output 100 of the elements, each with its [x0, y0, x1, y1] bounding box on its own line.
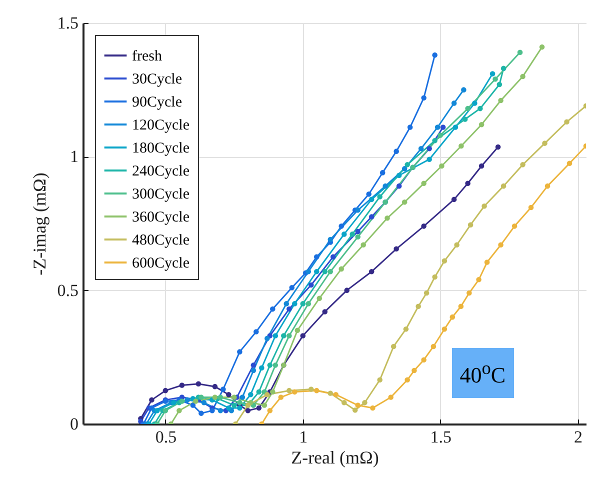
point — [520, 74, 526, 80]
point — [281, 333, 286, 338]
point — [355, 402, 361, 408]
point — [421, 224, 426, 229]
point — [344, 288, 350, 293]
point — [564, 119, 570, 125]
y-tick-label: 1.5 — [57, 14, 78, 32]
point — [308, 386, 314, 392]
point — [418, 146, 424, 152]
point — [432, 138, 438, 144]
point — [451, 100, 457, 106]
point — [256, 389, 262, 395]
y-tick-label: 0 — [70, 414, 78, 434]
point — [402, 166, 408, 172]
point — [300, 301, 306, 306]
point — [476, 277, 482, 282]
legend-label: 30Cycle — [132, 72, 182, 88]
point — [355, 228, 361, 234]
point — [294, 328, 300, 334]
x-tick-label: 0.5 — [155, 428, 177, 446]
point — [314, 254, 320, 260]
point — [245, 408, 251, 414]
point — [458, 143, 464, 149]
point — [272, 333, 278, 338]
x-tick-label: 1.5 — [430, 428, 452, 446]
y-tick-label: 0.5 — [57, 280, 78, 300]
point — [212, 384, 218, 390]
point — [421, 95, 426, 100]
legend-label: 480Cycle — [132, 232, 190, 248]
point — [154, 408, 160, 414]
point — [292, 301, 298, 306]
point — [250, 368, 256, 374]
point — [426, 156, 432, 162]
point — [286, 333, 292, 338]
legend-label: 240Cycle — [132, 164, 190, 180]
point — [542, 140, 548, 146]
point — [382, 183, 388, 189]
point — [179, 382, 185, 388]
point — [176, 408, 182, 414]
point — [380, 170, 386, 176]
point — [232, 402, 237, 408]
point — [484, 260, 490, 265]
legend-label: 90Cycle — [132, 94, 182, 110]
point — [330, 254, 336, 260]
point — [270, 306, 276, 312]
point — [495, 144, 501, 150]
point — [278, 394, 284, 400]
point — [254, 329, 259, 334]
point — [264, 336, 270, 342]
point — [368, 214, 374, 220]
point — [314, 268, 320, 274]
point — [333, 392, 339, 398]
point — [256, 405, 262, 411]
point — [272, 362, 278, 368]
point — [237, 400, 242, 406]
point — [404, 377, 410, 383]
point — [440, 124, 446, 130]
point — [438, 132, 443, 138]
point — [149, 397, 154, 403]
point — [394, 148, 399, 154]
point — [286, 388, 292, 394]
point — [322, 309, 328, 314]
legend-label: 120Cycle — [132, 118, 190, 134]
point — [190, 402, 196, 408]
point — [466, 290, 472, 296]
point — [472, 100, 478, 106]
point — [308, 282, 314, 288]
point — [404, 162, 410, 168]
point — [430, 344, 436, 350]
point — [539, 44, 545, 50]
point — [341, 232, 347, 237]
point — [226, 405, 232, 411]
point — [394, 246, 399, 252]
point — [439, 163, 444, 169]
y-tick-label: 1 — [70, 147, 78, 166]
point — [566, 160, 572, 166]
point — [226, 392, 232, 398]
point — [478, 163, 484, 169]
point — [328, 268, 334, 274]
point — [432, 52, 438, 58]
point — [377, 194, 382, 200]
point — [368, 268, 374, 274]
point — [426, 146, 432, 152]
x-tick-label: 2 — [574, 428, 583, 446]
point — [248, 392, 254, 398]
legend-label: 180Cycle — [132, 140, 190, 156]
point — [368, 196, 374, 202]
point — [500, 183, 506, 189]
point — [500, 66, 506, 72]
point — [300, 333, 306, 338]
point — [465, 180, 470, 186]
point — [292, 389, 298, 395]
point — [403, 326, 409, 332]
y-axis-title: -Z-imag (mΩ) — [29, 172, 50, 276]
point — [314, 388, 320, 394]
point — [396, 172, 402, 178]
point — [355, 234, 361, 240]
point — [512, 224, 518, 229]
point — [390, 344, 396, 350]
point — [478, 122, 484, 128]
